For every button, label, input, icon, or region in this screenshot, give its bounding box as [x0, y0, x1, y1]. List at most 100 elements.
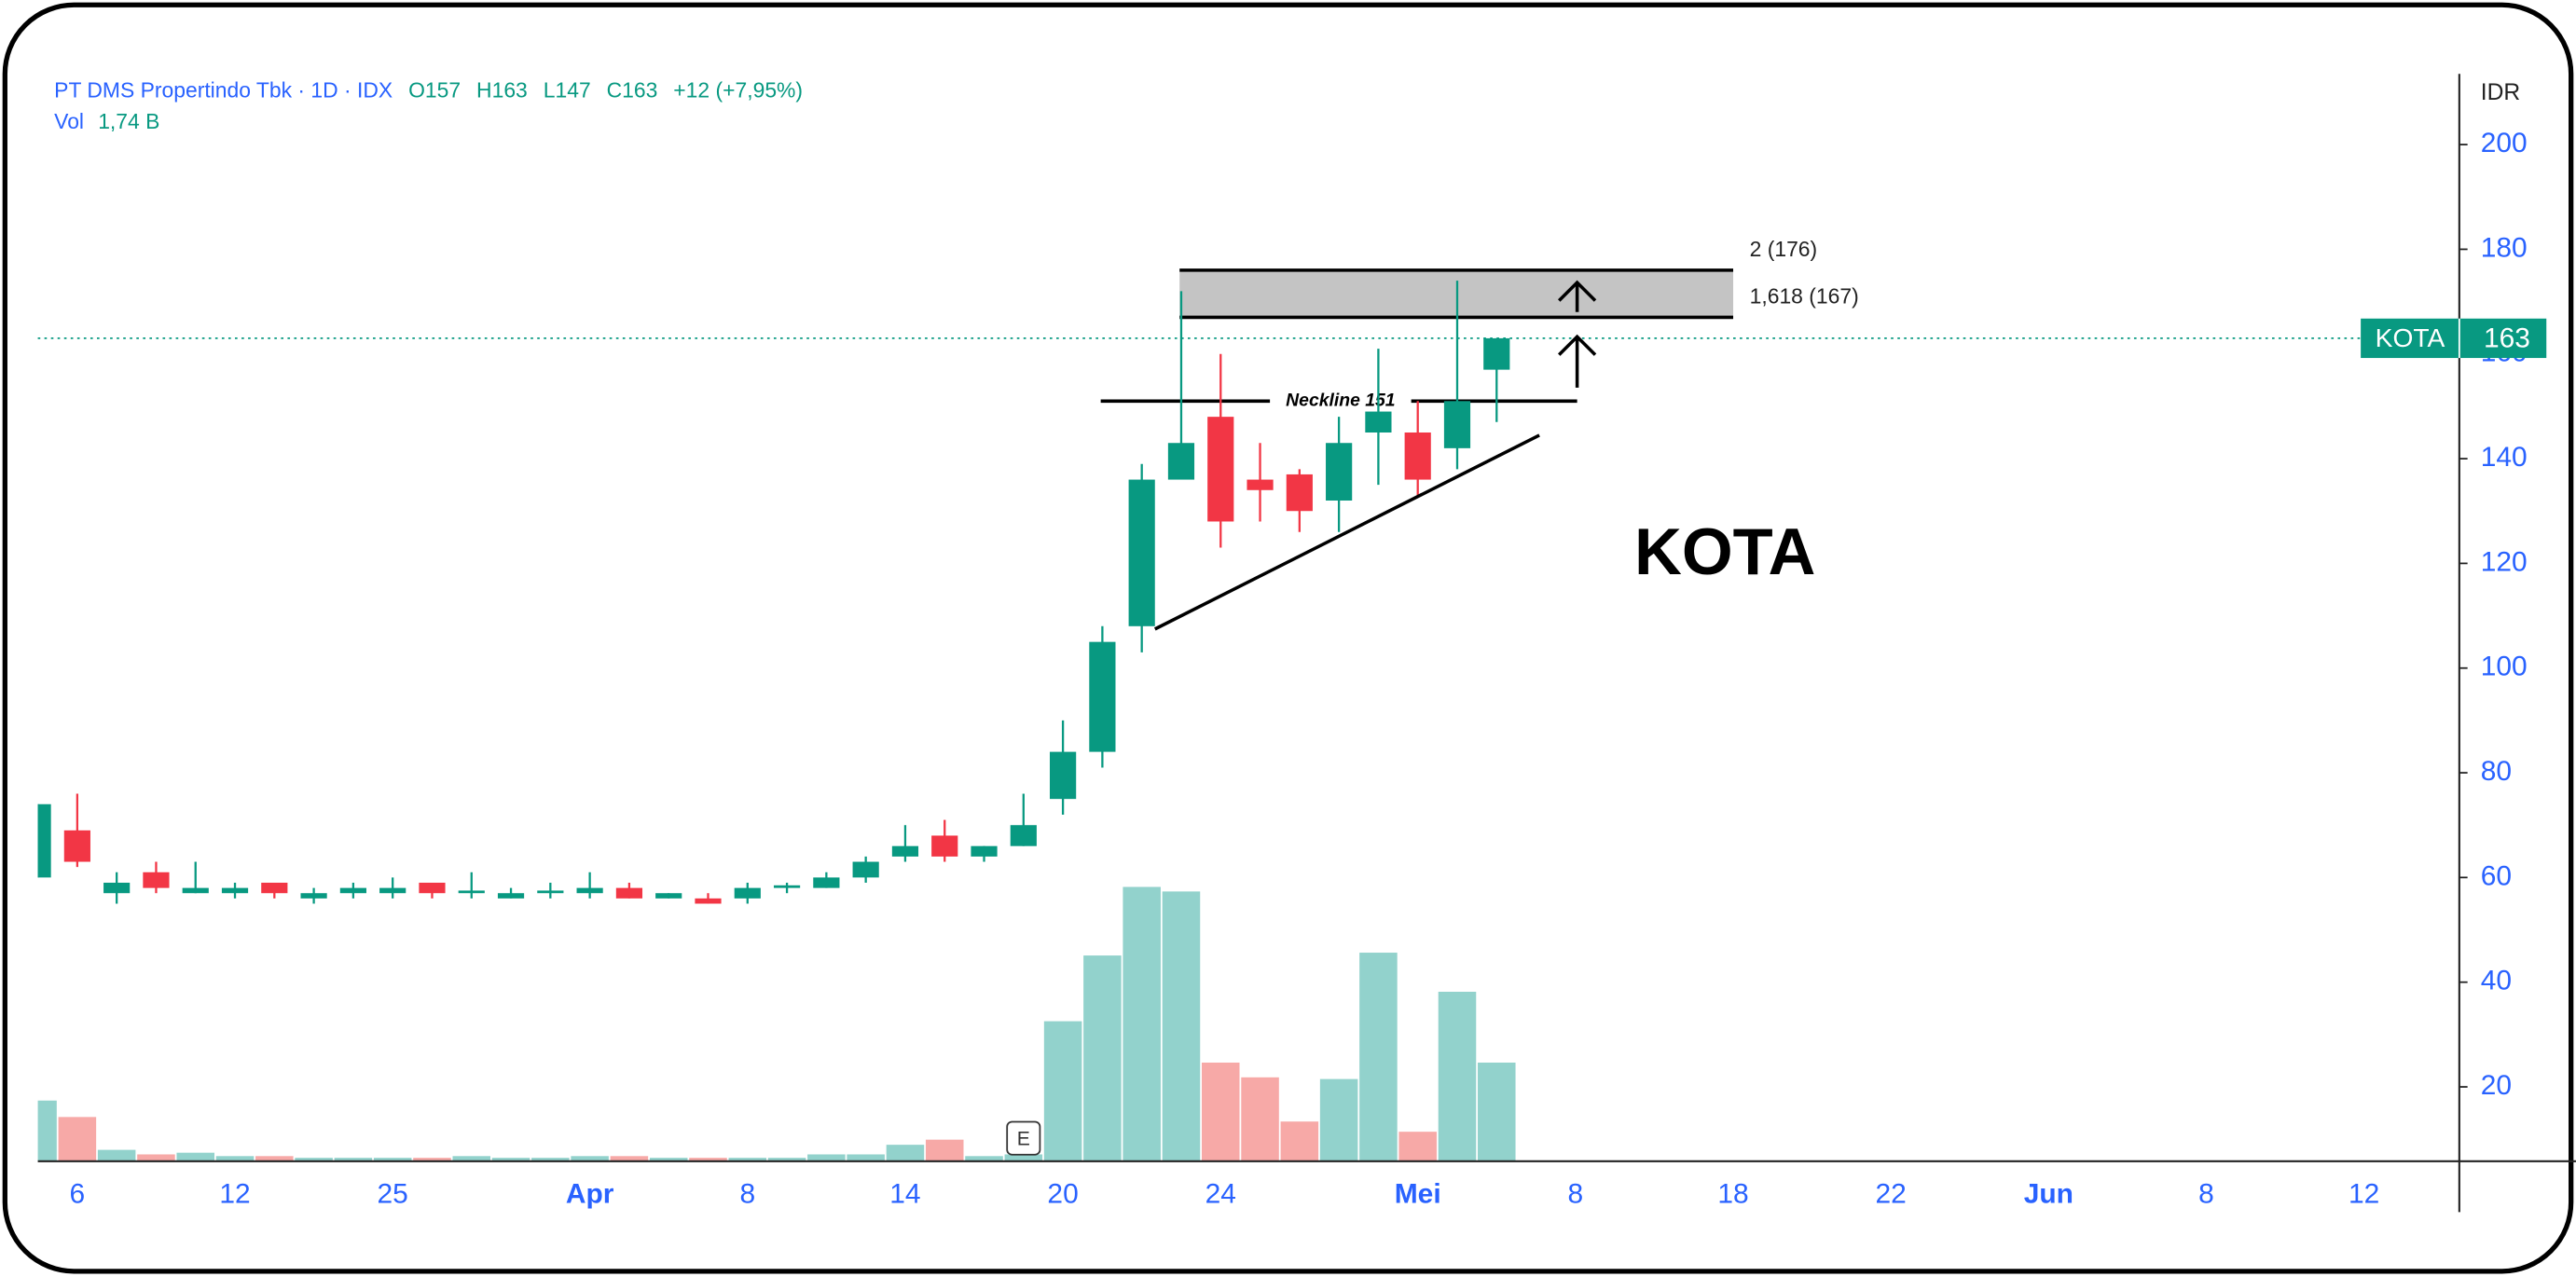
candle-body: [379, 887, 406, 894]
candle-body: [971, 845, 998, 857]
neckline-label: Neckline 151: [1286, 390, 1395, 410]
change: +12 (+7,95%): [673, 78, 803, 103]
volume-bar: [571, 1156, 609, 1161]
candle-body: [419, 882, 446, 894]
volume-bar: [1280, 1121, 1319, 1161]
candle-body: [182, 887, 209, 894]
candle-body: [261, 882, 288, 894]
candle-body: [458, 890, 485, 894]
level-label: 1,618 (167): [1750, 283, 1859, 308]
volume-bar: [215, 1156, 255, 1161]
candle-body: [1010, 825, 1037, 846]
volume-bar: [965, 1156, 1003, 1161]
volume-bar: [58, 1117, 97, 1161]
volume-bar: [1004, 1154, 1043, 1161]
volume-bar: [1162, 891, 1201, 1161]
y-tick-label: 40: [2481, 966, 2512, 996]
y-tick-label: 100: [2481, 652, 2528, 682]
volume-bar: [295, 1158, 333, 1161]
volume-bar: [1438, 991, 1477, 1161]
volume-bar: [531, 1158, 570, 1161]
vol-value: 1,74 B: [98, 109, 159, 133]
earnings-box: [1006, 1120, 1041, 1156]
candle-body: [537, 890, 564, 894]
candle-body: [1089, 641, 1116, 752]
candle-body: [1443, 401, 1471, 448]
currency: IDR: [2481, 80, 2520, 105]
candle-body: [300, 893, 327, 899]
vol-label: Vol: [54, 109, 84, 133]
volume-bar: [334, 1158, 373, 1161]
volume-bar: [1083, 955, 1122, 1161]
candle-body: [143, 872, 170, 888]
volume-bar: [610, 1156, 649, 1161]
level-label: 2 (176): [1750, 237, 1818, 261]
arrow: [1557, 334, 1597, 388]
x-tick-label: 22: [1876, 1179, 1907, 1210]
candle-body: [813, 877, 840, 888]
candle-body: [655, 893, 682, 899]
candle-body: [931, 835, 958, 857]
candle-body: [1167, 443, 1195, 480]
volume-bar: [689, 1158, 727, 1161]
volume-bar: [137, 1154, 175, 1161]
x-tick-label: 8: [739, 1179, 755, 1210]
candle-body: [1050, 751, 1077, 800]
candle-body: [37, 803, 51, 878]
volume-bar: [1359, 953, 1398, 1161]
x-tick-label: 20: [1047, 1179, 1078, 1210]
volume-bar: [886, 1145, 925, 1161]
ticker-label: KOTA: [2376, 323, 2445, 352]
candle-body: [773, 885, 801, 888]
candle-body: [852, 861, 879, 878]
ticker-label-bg: [2361, 318, 2547, 359]
candle-body: [1128, 479, 1155, 626]
x-tick-label: 8: [2198, 1179, 2214, 1210]
volume-bar: [1241, 1077, 1279, 1161]
x-tick-label: 18: [1717, 1179, 1748, 1210]
last-price-label: 163: [2484, 323, 2530, 354]
volume-header: Vol 1,74 B: [54, 109, 159, 133]
candle-body: [1286, 474, 1313, 512]
volume-bar: [807, 1154, 846, 1161]
volume-bar: [37, 1100, 57, 1161]
x-tick-label: 6: [70, 1179, 86, 1210]
candle-body: [1404, 433, 1431, 480]
candle-body: [1207, 417, 1234, 522]
y-tick-label: 200: [2481, 128, 2528, 158]
ohlc-close: C163: [607, 78, 658, 103]
volume-bar: [1398, 1132, 1437, 1161]
candle-body: [339, 887, 366, 894]
x-tick-label: 12: [219, 1179, 250, 1210]
candle-body: [576, 887, 603, 894]
volume-bar: [176, 1152, 214, 1161]
y-tick-label: 80: [2481, 756, 2512, 787]
trendline: [1153, 433, 1540, 631]
x-tick-label: 8: [1568, 1179, 1584, 1210]
y-tick-label: 60: [2481, 860, 2512, 891]
x-tick-label: Apr: [566, 1179, 614, 1210]
y-tick-label: 20: [2481, 1070, 2512, 1101]
x-tick-label: 24: [1205, 1179, 1236, 1210]
neckline-label-bg: [1270, 389, 1412, 413]
candle-body: [63, 830, 90, 862]
foreground-layer: 2040608010012014016018020061225Apr814202…: [70, 128, 2547, 1210]
candle-body: [1326, 443, 1353, 501]
x-tick-label: Jun: [2024, 1179, 2073, 1210]
volume-bar: [1043, 1021, 1082, 1161]
earnings-marker: E: [1017, 1128, 1030, 1149]
volume-bar: [373, 1158, 412, 1161]
x-tick-label: 12: [2349, 1179, 2379, 1210]
y-tick-label: 140: [2481, 442, 2528, 473]
volume-bar: [1123, 886, 1161, 1161]
candle-body: [221, 887, 249, 894]
ohlc-open: O157: [408, 78, 461, 103]
volume-bar: [491, 1158, 530, 1161]
candle-body: [1247, 479, 1274, 490]
header: PT DMS Propertindo Tbk · 1D · IDX O157 H…: [54, 78, 803, 103]
ohlc-low: L147: [544, 78, 591, 103]
x-tick-label: Mei: [1395, 1179, 1441, 1210]
